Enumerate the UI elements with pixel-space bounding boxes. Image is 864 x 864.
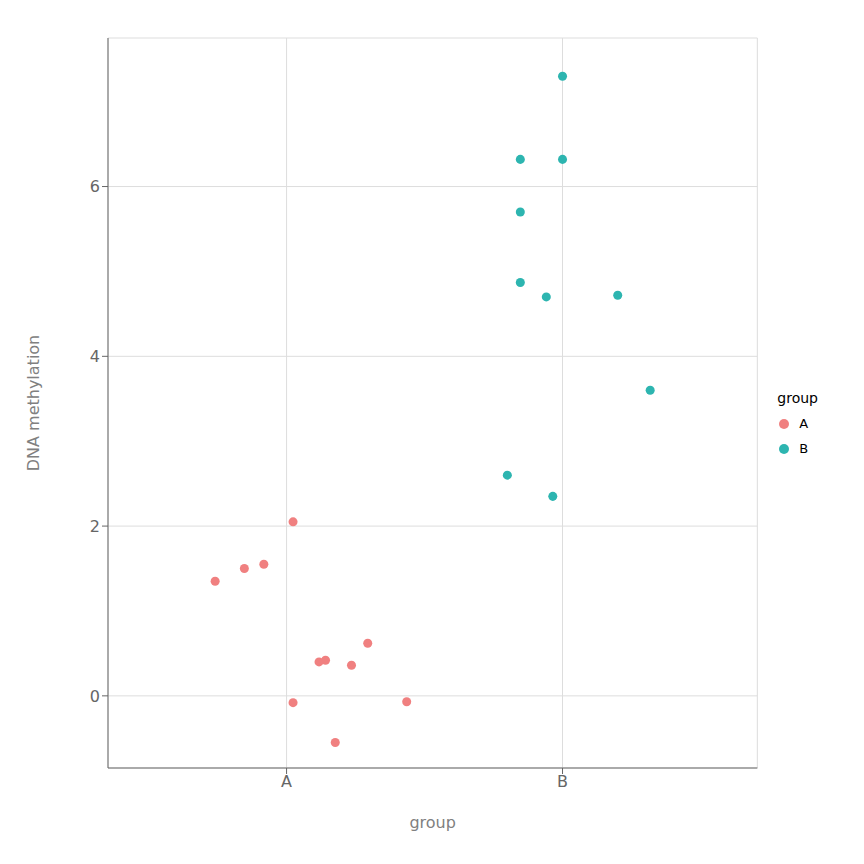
html-text:A: A <box>799 416 809 431</box>
svg-text:6: 6 <box>90 177 100 196</box>
svg-text:DNA methylation: DNA methylation <box>24 335 43 472</box>
html-text:B: B <box>799 441 809 456</box>
svg-text:4: 4 <box>90 347 100 366</box>
svg-text:0: 0 <box>90 687 100 706</box>
svg-text:2: 2 <box>90 517 100 536</box>
svg-text:group: group <box>409 813 455 832</box>
svg-text:A: A <box>281 772 292 791</box>
html-text:group: group <box>777 390 818 406</box>
svg-text:B: B <box>557 772 568 791</box>
